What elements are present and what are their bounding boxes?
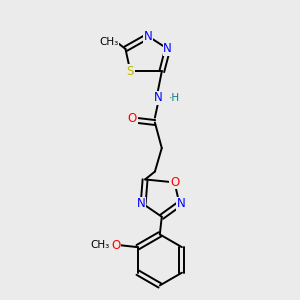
Text: N: N (177, 197, 186, 211)
Text: CH₃: CH₃ (91, 240, 110, 250)
Text: O: O (170, 176, 179, 189)
Text: ·H: ·H (169, 93, 180, 103)
Text: O: O (128, 112, 137, 125)
Text: CH₃: CH₃ (99, 37, 119, 47)
Text: N: N (144, 30, 152, 43)
Text: N: N (137, 197, 146, 211)
Text: N: N (154, 92, 162, 104)
Text: O: O (112, 239, 121, 252)
Text: S: S (127, 65, 134, 78)
Text: N: N (163, 42, 172, 56)
